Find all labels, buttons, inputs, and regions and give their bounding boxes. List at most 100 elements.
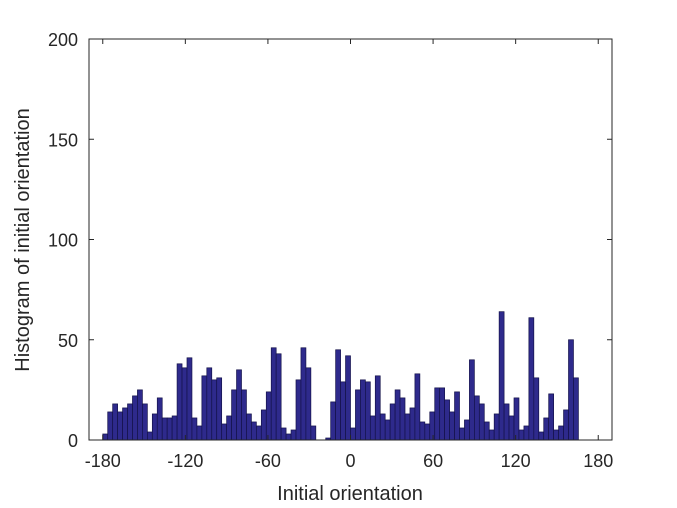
histogram-bar xyxy=(102,433,109,441)
histogram-bar xyxy=(181,367,188,441)
x-tick-label: 0 xyxy=(345,451,355,471)
histogram-bar xyxy=(236,369,242,441)
histogram-bar xyxy=(127,403,133,441)
histogram-bar xyxy=(201,375,208,441)
histogram-bar xyxy=(275,353,282,441)
x-tick-label: 180 xyxy=(583,451,613,471)
histogram-bar xyxy=(112,403,118,441)
histogram-bar xyxy=(221,423,227,441)
histogram-bar xyxy=(206,367,213,441)
histogram-bar xyxy=(290,429,297,441)
y-tick-label: 0 xyxy=(68,431,78,451)
histogram-bar xyxy=(161,417,168,441)
histogram-bar xyxy=(568,339,574,441)
histogram-bar xyxy=(553,429,559,441)
histogram-bar xyxy=(216,377,223,441)
histogram-bar xyxy=(256,425,262,441)
histogram-bar xyxy=(176,363,183,441)
histogram-bar xyxy=(493,413,500,441)
histogram-bar xyxy=(251,421,257,441)
histogram-bar xyxy=(340,381,346,441)
histogram-bar xyxy=(295,379,302,441)
histogram-bar xyxy=(369,415,376,441)
histogram-bar xyxy=(107,411,114,441)
histogram-bar xyxy=(394,389,401,441)
x-tick-label: -180 xyxy=(85,451,121,471)
histogram-bar xyxy=(498,311,505,441)
x-tick-label: 60 xyxy=(423,451,443,471)
x-tick-label: 120 xyxy=(501,451,531,471)
histogram-bar xyxy=(355,389,361,441)
histogram-bar xyxy=(474,395,480,441)
histogram-bar xyxy=(483,421,490,441)
histogram-bar xyxy=(330,401,336,441)
histogram-bar xyxy=(558,425,564,441)
histogram-bar xyxy=(231,389,237,441)
histogram-bar xyxy=(399,397,406,441)
histogram-bar xyxy=(300,347,307,441)
histogram-bar xyxy=(488,429,495,441)
histogram-bar xyxy=(166,417,173,441)
histogram-bar xyxy=(211,379,218,441)
histogram-bar xyxy=(523,425,530,441)
histogram-bar xyxy=(424,423,431,441)
histogram-bar xyxy=(365,381,371,441)
histogram-bar xyxy=(122,407,128,441)
histogram-bar xyxy=(384,419,391,441)
histogram-bar xyxy=(360,379,366,441)
histogram-bar xyxy=(478,403,485,441)
histogram-bar xyxy=(444,399,450,441)
bars-group xyxy=(102,311,579,441)
histogram-bar xyxy=(459,427,465,441)
histogram-bar xyxy=(543,417,550,441)
y-tick-label: 150 xyxy=(48,130,78,150)
histogram-bar xyxy=(389,403,396,441)
histogram-bar xyxy=(246,413,252,441)
histogram-bar xyxy=(285,433,292,441)
histogram-bar xyxy=(528,317,535,441)
histogram-bar xyxy=(171,415,178,441)
x-axis-label: Initial orientation xyxy=(277,483,423,505)
histogram-bar xyxy=(142,403,148,441)
histogram-bar xyxy=(538,431,545,441)
histogram-bar xyxy=(186,357,193,441)
histogram-bar xyxy=(454,391,460,441)
histogram-bar xyxy=(533,377,540,441)
histogram-bar xyxy=(503,403,510,441)
ticks-group: -180 -120 -60 0 60 120 180 0 50 100 150 200 xyxy=(48,30,613,471)
histogram-bar xyxy=(156,397,163,441)
histogram-bar xyxy=(464,419,470,441)
y-tick-label: 100 xyxy=(48,231,78,251)
histogram-bar xyxy=(518,429,525,441)
histogram-bar xyxy=(350,427,356,441)
histogram-bar xyxy=(548,393,554,441)
x-tick-label: -60 xyxy=(255,451,281,471)
histogram-bar xyxy=(404,413,411,441)
histogram-bar xyxy=(117,411,123,441)
histogram-bar xyxy=(508,415,515,441)
histogram-bar xyxy=(310,425,317,441)
histogram-bar xyxy=(419,421,426,441)
histogram-bar xyxy=(151,413,158,441)
histogram-bar xyxy=(280,427,287,441)
histogram-bar xyxy=(147,431,153,441)
histogram-bar xyxy=(469,359,475,441)
histogram-bar xyxy=(241,389,247,441)
histogram-bar xyxy=(449,411,455,441)
histogram-bar xyxy=(265,391,272,441)
histogram-bar xyxy=(270,347,277,441)
y-axis-label: Histogram of initial orientation xyxy=(12,108,34,371)
histogram-bar xyxy=(573,377,579,441)
histogram-bar xyxy=(137,389,143,441)
histogram-bar xyxy=(196,425,203,441)
histogram-bar xyxy=(191,417,198,441)
histogram-bar xyxy=(434,387,441,441)
y-tick-label: 200 xyxy=(48,30,78,50)
histogram-bar xyxy=(563,409,569,441)
histogram-bar xyxy=(429,411,436,441)
histogram-bar xyxy=(132,395,138,441)
histogram-bar xyxy=(335,349,341,441)
histogram-bar xyxy=(374,375,381,441)
histogram-bar xyxy=(409,407,416,441)
